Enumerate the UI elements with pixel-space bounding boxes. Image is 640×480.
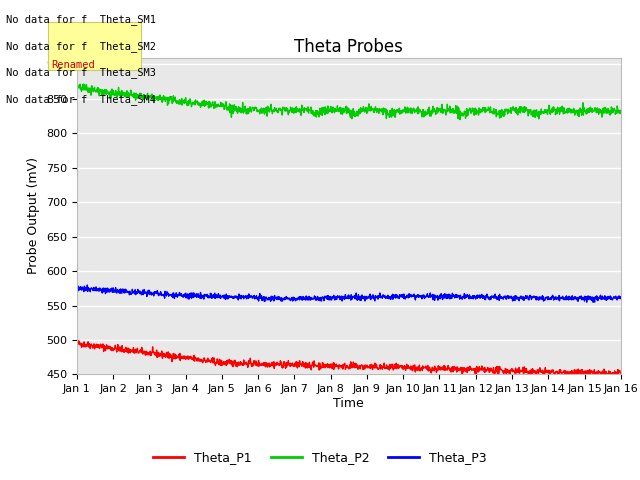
Y-axis label: Probe Output (mV): Probe Output (mV) [28,157,40,275]
Text: No data for f  Theta_SM1: No data for f Theta_SM1 [6,14,156,25]
X-axis label: Time: Time [333,397,364,410]
Text: No data for f  Theta_SM4: No data for f Theta_SM4 [6,94,156,105]
Text: No data for f  Theta_SM3: No data for f Theta_SM3 [6,67,156,78]
Text: No data for f  Theta_SM2: No data for f Theta_SM2 [6,41,156,52]
Legend: Theta_P1, Theta_P2, Theta_P3: Theta_P1, Theta_P2, Theta_P3 [148,446,492,469]
Text: Renamed: Renamed [51,60,95,70]
Title: Theta Probes: Theta Probes [294,38,403,56]
